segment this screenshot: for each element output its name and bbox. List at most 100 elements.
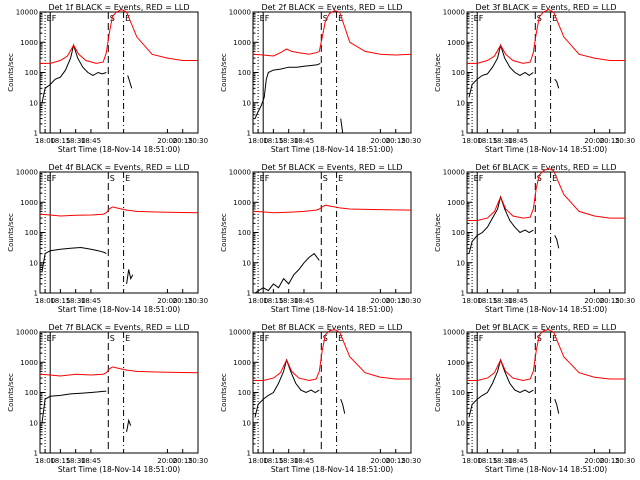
x-tick-label: 18:00 (462, 297, 482, 305)
y-tick-label: 100 (25, 389, 38, 397)
y-tick-label: 100 (238, 229, 251, 237)
y-tick-label: 10000 (16, 169, 38, 177)
y-tick-label: 100 (452, 229, 465, 237)
y-axis-label: Counts/sec (220, 53, 228, 92)
time-marker-label: F (265, 334, 270, 343)
plot-frame (466, 331, 626, 454)
x-tick-label: 18:30 (66, 137, 86, 145)
panel-title: Det 5f BLACK = Events, RED = LLD (261, 163, 402, 172)
y-tick-label: 1000 (447, 39, 465, 47)
series-line (467, 9, 625, 64)
y-tick-label: 1 (247, 290, 251, 298)
x-tick-label: 20:30 (188, 137, 208, 145)
y-tick-label: 10 (456, 99, 465, 107)
x-tick-label: 20:15 (600, 297, 620, 305)
series-line (126, 418, 132, 432)
x-tick-label: 18:00 (35, 137, 55, 145)
series-line (340, 399, 346, 414)
x-axis-label: Start Time (18-Nov-14 18:51:00) (485, 305, 607, 314)
series-line (41, 43, 107, 103)
time-marker-label: F (265, 174, 270, 183)
y-axis-label: Counts/sec (434, 373, 442, 412)
panel-title: Det 2f BLACK = Events, RED = LLD (261, 3, 402, 12)
time-marker-label: F (479, 334, 484, 343)
x-axis-label: Start Time (18-Nov-14 18:51:00) (485, 145, 607, 154)
series-line (468, 43, 534, 98)
x-tick-label: 20:00 (370, 457, 390, 465)
y-tick-label: 1 (461, 450, 465, 458)
series-line (340, 118, 344, 134)
y-tick-label: 10000 (443, 169, 465, 177)
time-marker-label: E (47, 334, 52, 343)
x-axis-label: Start Time (18-Nov-14 18:51:00) (58, 305, 180, 314)
series-line (41, 390, 107, 423)
x-tick-label: 18:00 (462, 137, 482, 145)
x-tick-label: 20:15 (600, 457, 620, 465)
y-tick-label: 10 (456, 419, 465, 427)
series-line (254, 358, 320, 418)
time-marker-label: E (338, 14, 343, 23)
x-tick-label: 20:00 (157, 457, 177, 465)
series-line (41, 246, 107, 272)
y-tick-label: 10 (242, 259, 251, 267)
detector-panel: Det 1f BLACK = Events, RED = LLD 1 10 100 10… (7, 3, 208, 154)
series-line (40, 9, 198, 64)
panel-title: Det 9f BLACK = Events, RED = LLD (475, 323, 616, 332)
series-line (254, 252, 320, 294)
y-tick-label: 1 (461, 290, 465, 298)
x-tick-label: 20:00 (584, 457, 604, 465)
y-tick-label: 1 (34, 130, 38, 138)
y-tick-label: 100 (25, 229, 38, 237)
series-line (254, 62, 321, 119)
plot-frame (466, 171, 626, 294)
x-tick-label: 20:30 (188, 457, 208, 465)
y-axis-label: Counts/sec (220, 213, 228, 252)
x-tick-label: 20:30 (401, 137, 421, 145)
x-tick-label: 20:30 (615, 457, 635, 465)
y-tick-label: 100 (25, 69, 38, 77)
x-tick-label: 20:15 (173, 457, 193, 465)
plot-frame (39, 171, 199, 294)
series-line (39, 206, 199, 217)
time-marker-label: S (323, 334, 328, 343)
plot-frame (252, 171, 412, 294)
time-marker-label: E (338, 174, 343, 183)
x-tick-label: 18:15 (477, 297, 497, 305)
panel-title: Det 8f BLACK = Events, RED = LLD (261, 323, 402, 332)
x-tick-label: 18:45 (508, 297, 528, 305)
y-tick-label: 10 (242, 419, 251, 427)
series-line (252, 10, 412, 57)
y-tick-label: 1 (34, 290, 38, 298)
y-tick-label: 1000 (233, 39, 251, 47)
time-marker-label: E (552, 174, 557, 183)
x-tick-label: 20:30 (188, 297, 208, 305)
x-tick-label: 20:30 (615, 137, 635, 145)
x-tick-label: 20:00 (157, 297, 177, 305)
y-tick-label: 1 (34, 450, 38, 458)
time-marker-label: E (125, 14, 130, 23)
y-tick-label: 1000 (20, 359, 38, 367)
y-tick-label: 1000 (447, 359, 465, 367)
y-tick-label: 10 (29, 259, 38, 267)
time-marker-label: F (479, 14, 484, 23)
time-marker-label: E (260, 334, 265, 343)
y-tick-label: 1 (461, 130, 465, 138)
x-tick-label: 20:15 (386, 297, 406, 305)
series-line (252, 204, 412, 214)
x-axis-label: Start Time (18-Nov-14 18:51:00) (271, 145, 393, 154)
y-tick-label: 10000 (229, 9, 251, 17)
detector-panel: Det 4f BLACK = Events, RED = LLD 1 10 100 10… (7, 163, 208, 314)
x-axis-label: Start Time (18-Nov-14 18:51:00) (58, 465, 180, 474)
x-tick-label: 18:00 (35, 457, 55, 465)
time-marker-label: S (110, 334, 115, 343)
time-marker-label: S (537, 334, 542, 343)
detector-panel: Det 5f BLACK = Events, RED = LLD 1 10 100 10… (220, 163, 421, 314)
y-tick-label: 1 (247, 130, 251, 138)
time-marker-label: E (47, 14, 52, 23)
x-tick-label: 20:15 (600, 137, 620, 145)
x-tick-label: 18:30 (66, 297, 86, 305)
y-tick-label: 100 (452, 389, 465, 397)
time-marker-label: S (110, 174, 115, 183)
panel-title: Det 6f BLACK = Events, RED = LLD (475, 163, 616, 172)
x-tick-label: 18:00 (248, 297, 268, 305)
